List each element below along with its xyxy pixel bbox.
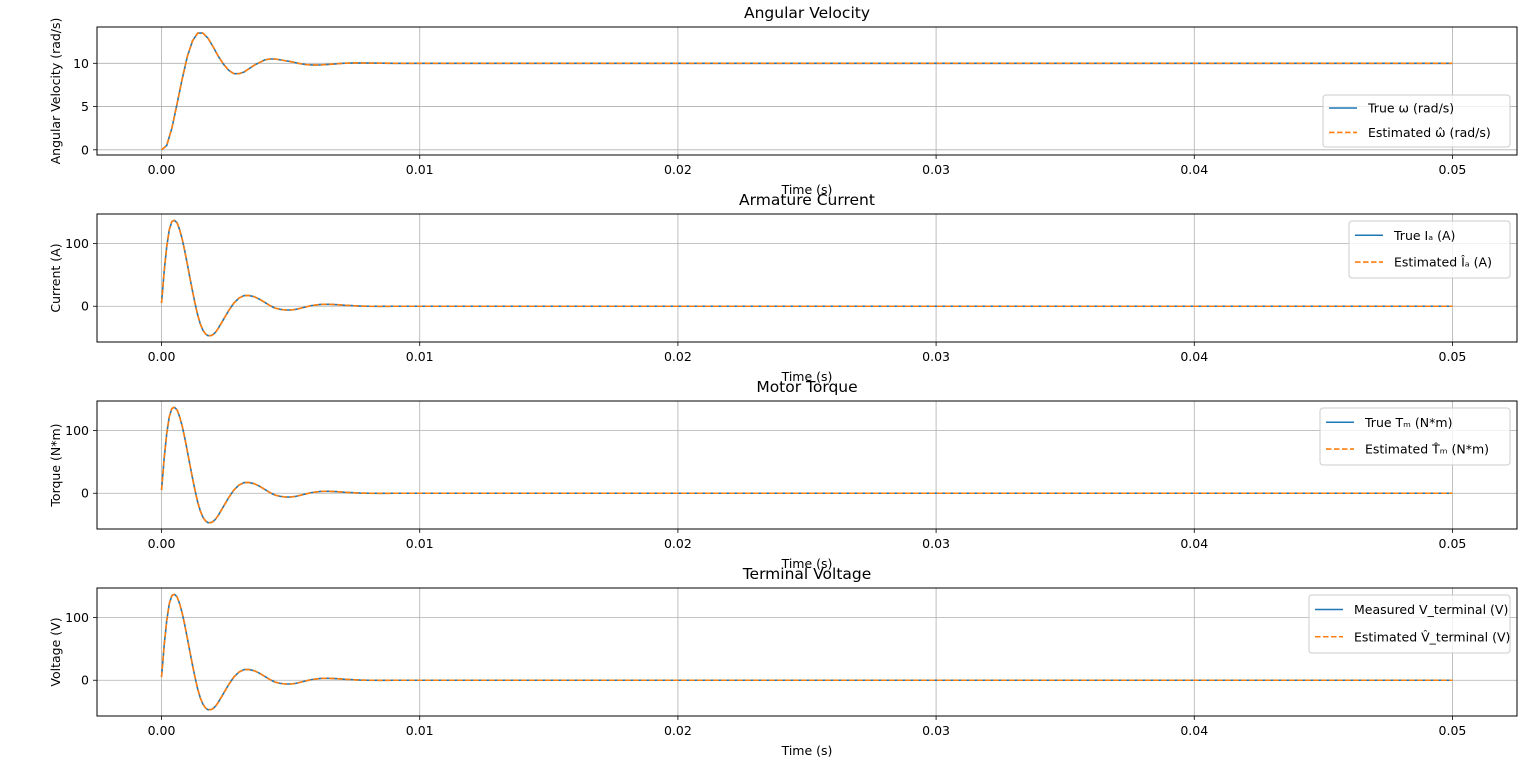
- legend: True Tₘ (N*m) Estimated T̂ₘ (N*m): [1319, 407, 1511, 466]
- y-tick-label: 100: [65, 423, 89, 438]
- legend-label: True Tₘ (N*m): [1364, 415, 1452, 430]
- x-tick-label: 0.00: [148, 162, 176, 177]
- subplot-1: 0.00 0.01 0.02 0.03 0.04 0.05 0 5 10 Angular Velo…: [48, 4, 1518, 197]
- legend: True ω (rad/s) Estimated ω̂ (rad/s): [1322, 94, 1511, 148]
- axes-frame: [96, 213, 1518, 343]
- x-tick-label: 0.03: [922, 723, 950, 738]
- x-tick-label: 0.04: [1180, 349, 1208, 364]
- x-tick-label: 0.00: [148, 349, 176, 364]
- subplot-2: 0.00 0.01 0.02 0.03 0.04 0.05 0 100 Armature Cur…: [48, 191, 1518, 384]
- x-tick-label: 0.01: [406, 162, 434, 177]
- y-axis-label: Current (A): [48, 243, 63, 312]
- y-tick-label: 0: [81, 673, 89, 688]
- subplot-title: Angular Velocity: [744, 4, 870, 22]
- x-axis-label: Time (s): [781, 369, 833, 384]
- x-tick-label: 0.05: [1439, 723, 1467, 738]
- subplot-title: Motor Torque: [756, 378, 857, 396]
- series-line-estimated: [161, 32, 1453, 151]
- x-tick-label: 0.04: [1180, 536, 1208, 551]
- y-tick-label: 100: [65, 236, 89, 251]
- y-axis-label: Angular Velocity (rad/s): [48, 18, 63, 165]
- series-line-estimated: [160, 406, 1453, 524]
- axes-frame: [96, 587, 1518, 717]
- series-line-estimated: [160, 593, 1453, 711]
- x-tick-label: 0.05: [1439, 162, 1467, 177]
- y-tick-label: 10: [73, 56, 89, 71]
- x-tick-label: 0.01: [406, 349, 434, 364]
- x-tick-label: 0.02: [664, 536, 692, 551]
- subplot-title: Terminal Voltage: [742, 565, 872, 583]
- plot-area: [97, 27, 1517, 155]
- x-tick-label: 0.04: [1180, 723, 1208, 738]
- legend-frame: [1319, 407, 1511, 466]
- axes-frame: [96, 26, 1518, 156]
- y-axis-label: Voltage (V): [48, 617, 63, 686]
- legend: Measured V_terminal (V) Estimated V̂_term…: [1308, 594, 1511, 654]
- legend-label: Estimated V̂_terminal (V): [1354, 629, 1510, 644]
- x-axis-label: Time (s): [781, 743, 833, 758]
- x-tick-label: 0.02: [664, 162, 692, 177]
- x-tick-label: 0.05: [1439, 349, 1467, 364]
- x-tick-label: 0.01: [406, 723, 434, 738]
- plot-area: [97, 401, 1517, 529]
- y-tick-label: 100: [65, 610, 89, 625]
- x-tick-label: 0.02: [664, 349, 692, 364]
- plot-area: [97, 588, 1517, 716]
- x-axis-label: Time (s): [781, 182, 833, 197]
- legend-label: Estimated Îₐ (A): [1394, 255, 1492, 270]
- legend-label: Measured V_terminal (V): [1354, 602, 1508, 617]
- subplot-4: 0.00 0.01 0.02 0.03 0.04 0.05 0 100 Terminal Vol…: [48, 565, 1518, 758]
- legend-frame: [1308, 594, 1511, 654]
- legend-frame: [1348, 220, 1511, 279]
- legend-label: True ω (rad/s): [1367, 101, 1454, 116]
- y-tick-label: 5: [81, 99, 89, 114]
- x-tick-label: 0.03: [922, 349, 950, 364]
- x-tick-label: 0.05: [1439, 536, 1467, 551]
- x-tick-label: 0.01: [406, 536, 434, 551]
- x-tick-label: 0.00: [148, 536, 176, 551]
- subplot-title: Armature Current: [739, 191, 875, 209]
- legend-label: Estimated ω̂ (rad/s): [1368, 125, 1491, 140]
- axes-frame: [96, 400, 1518, 530]
- subplot-3: 0.00 0.01 0.02 0.03 0.04 0.05 0 100 Motor Torque…: [48, 378, 1518, 571]
- x-axis-label: Time (s): [781, 556, 833, 571]
- y-tick-label: 0: [81, 486, 89, 501]
- legend-label: Estimated T̂ₘ (N*m): [1365, 442, 1489, 457]
- y-tick-label: 0: [81, 142, 89, 157]
- legend-label: True Iₐ (A): [1393, 228, 1455, 243]
- series-line-estimated: [160, 219, 1453, 337]
- plot-area: [97, 214, 1517, 342]
- x-tick-label: 0.04: [1180, 162, 1208, 177]
- x-tick-label: 0.03: [922, 536, 950, 551]
- y-tick-label: 0: [81, 299, 89, 314]
- legend-frame: [1322, 94, 1511, 148]
- x-tick-label: 0.00: [148, 723, 176, 738]
- legend: True Iₐ (A) Estimated Îₐ (A): [1348, 220, 1511, 279]
- x-tick-label: 0.02: [664, 723, 692, 738]
- y-axis-label: Torque (N*m): [48, 423, 63, 507]
- x-tick-label: 0.03: [922, 162, 950, 177]
